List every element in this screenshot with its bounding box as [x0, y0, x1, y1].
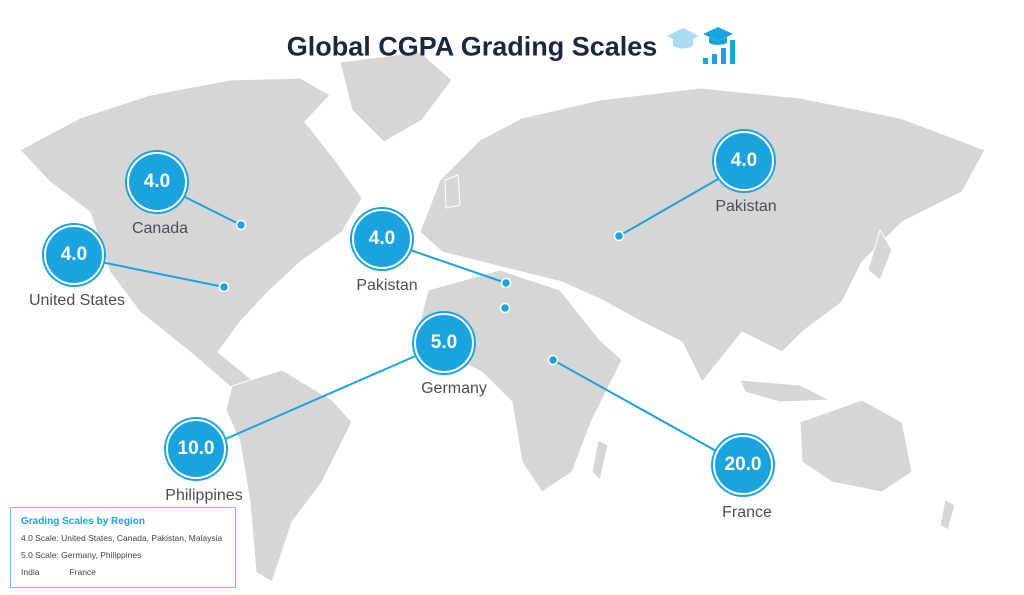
- north-america: [19, 77, 363, 389]
- scale-badge: 4.0: [352, 209, 412, 269]
- connector-line: [197, 353, 421, 452]
- page-title: Global CGPA Grading Scales: [0, 24, 1024, 73]
- country-label: Canada: [131, 220, 189, 237]
- location-pin: [218, 281, 230, 293]
- legend: Grading Scales by Region 4.0 Scale: Unit…: [10, 507, 236, 588]
- location-pin: [547, 354, 559, 366]
- indonesia: [739, 379, 831, 403]
- legend-row: India France: [21, 567, 225, 577]
- location-pin: [500, 277, 512, 289]
- legend-row: 4.0 Scale: United States, Canada, Pakist…: [21, 533, 223, 543]
- country-label: France: [722, 504, 772, 521]
- japan: [867, 228, 893, 281]
- legend-item: France: [69, 567, 96, 577]
- connector-line: [552, 359, 746, 468]
- title-text: Global CGPA Grading Scales: [286, 31, 658, 62]
- scale-badge: 10.0: [166, 419, 226, 479]
- legend-title: Grading Scales by Region: [21, 516, 145, 527]
- legend-item: India: [21, 567, 40, 577]
- country-label: Pakistan: [356, 277, 418, 294]
- country-label: United States: [28, 292, 126, 309]
- scale-badge: 20.0: [713, 435, 773, 495]
- scale-badge: 4.0: [44, 225, 104, 285]
- eurasia: [419, 87, 986, 383]
- scale-badge: 5.0: [414, 313, 474, 373]
- location-pin: [613, 230, 625, 242]
- legend-row: 5.0 Scale: Germany, Philippines: [21, 550, 142, 560]
- scale-badge: 4.0: [127, 152, 187, 212]
- location-pin: [499, 302, 511, 314]
- south-america: [225, 369, 353, 583]
- country-label: Pakistan: [715, 198, 777, 215]
- country-label: Philippines: [165, 487, 243, 504]
- uk: [444, 174, 461, 209]
- graduation-cap-icon: [663, 24, 737, 73]
- greenland: [339, 51, 453, 143]
- new-zealand: [939, 499, 956, 531]
- country-label: Germany: [421, 380, 487, 397]
- australia: [799, 399, 913, 493]
- madagascar: [591, 439, 609, 481]
- scale-badge: 4.0: [714, 131, 774, 191]
- location-pin: [235, 219, 247, 231]
